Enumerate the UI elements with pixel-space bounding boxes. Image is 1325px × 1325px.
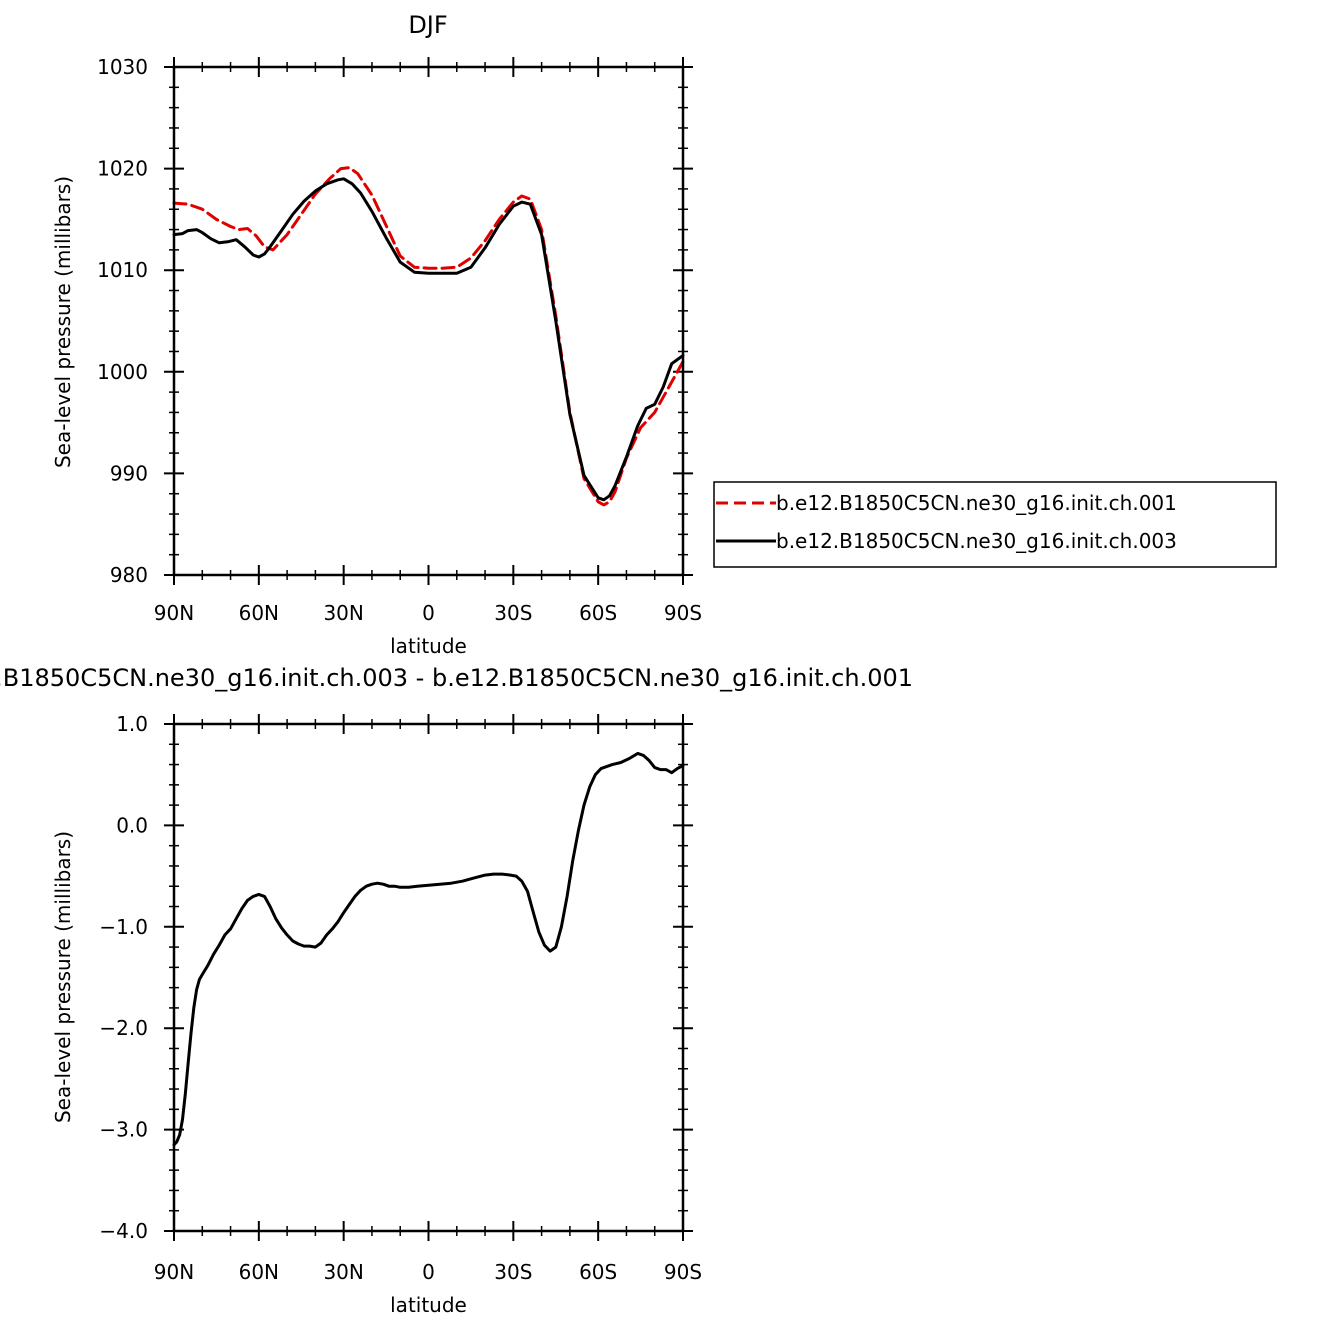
x-tick-label: 90S [664, 1260, 702, 1284]
x-axis-label: latitude [390, 1293, 467, 1317]
y-tick-label: 1000 [97, 360, 148, 384]
y-tick-label: −2.0 [99, 1016, 148, 1040]
y-tick-label: 1020 [97, 157, 148, 181]
series-line-1 [172, 751, 685, 1147]
x-tick-label: 90N [154, 1260, 194, 1284]
legend: b.e12.B1850C5CN.ne30_g16.init.ch.001 b.e1… [713, 481, 1277, 568]
x-tick-label: 30S [494, 601, 532, 625]
series-line-2 [172, 177, 685, 502]
chart-title: b.e12.B1850C5CN.ne30_g16.init.ch.003 - b… [0, 664, 913, 692]
x-tick-label: 60N [239, 1260, 279, 1284]
x-tick-label: 30N [323, 1260, 363, 1284]
y-tick-labels: 1.0 0.0 −1.0 −2.0 −3.0 −4.0 [99, 712, 148, 1243]
y-tick-label: 1010 [97, 258, 148, 282]
chart-panel-bottom: b.e12.B1850C5CN.ne30_g16.init.ch.003 - b… [0, 664, 913, 1317]
x-tick-label: 30N [323, 601, 363, 625]
x-tick-labels: 90N 60N 30N 0 30S 60S 90S [154, 1260, 702, 1284]
x-tick-label: 60S [579, 601, 617, 625]
x-tick-label: 30S [494, 1260, 532, 1284]
x-tick-label: 60N [239, 601, 279, 625]
tick-marks [164, 714, 693, 1241]
y-tick-label: 980 [110, 563, 148, 587]
y-tick-labels: 1030 1020 1010 1000 990 980 [97, 55, 148, 587]
x-tick-labels: 90N 60N 30N 0 30S 60S 90S [154, 601, 702, 625]
y-tick-label: 1.0 [116, 712, 148, 736]
y-tick-label: −1.0 [99, 915, 148, 939]
y-tick-label: −4.0 [99, 1219, 148, 1243]
x-tick-label: 90S [664, 601, 702, 625]
series-lines [172, 751, 685, 1147]
series-line-1 [172, 166, 685, 507]
series-lines [172, 166, 685, 507]
y-tick-label: 990 [110, 461, 148, 485]
plot-frame [172, 722, 685, 1233]
legend-box [713, 481, 1277, 568]
y-tick-label: −3.0 [99, 1118, 148, 1142]
x-tick-label: 0 [422, 601, 435, 625]
x-tick-label: 0 [422, 1260, 435, 1284]
plot-frame [172, 65, 685, 577]
x-axis-label: latitude [390, 634, 467, 658]
y-tick-label: 0.0 [116, 813, 148, 837]
chart-panel-top: DJF 90N 60N 30N 0 30S 60S 90S 1030 1020 1010 1000… [51, 11, 1277, 658]
tick-marks [164, 57, 693, 585]
x-tick-label: 60S [579, 1260, 617, 1284]
legend-label: b.e12.B1850C5CN.ne30_g16.init.ch.001 [776, 491, 1177, 515]
y-axis-label: Sea-level pressure (millibars) [51, 831, 75, 1123]
chart-title: DJF [408, 11, 447, 39]
y-tick-label: 1030 [97, 55, 148, 79]
y-axis-label: Sea-level pressure (millibars) [51, 176, 75, 468]
x-tick-label: 90N [154, 601, 194, 625]
legend-label: b.e12.B1850C5CN.ne30_g16.init.ch.003 [776, 529, 1177, 553]
